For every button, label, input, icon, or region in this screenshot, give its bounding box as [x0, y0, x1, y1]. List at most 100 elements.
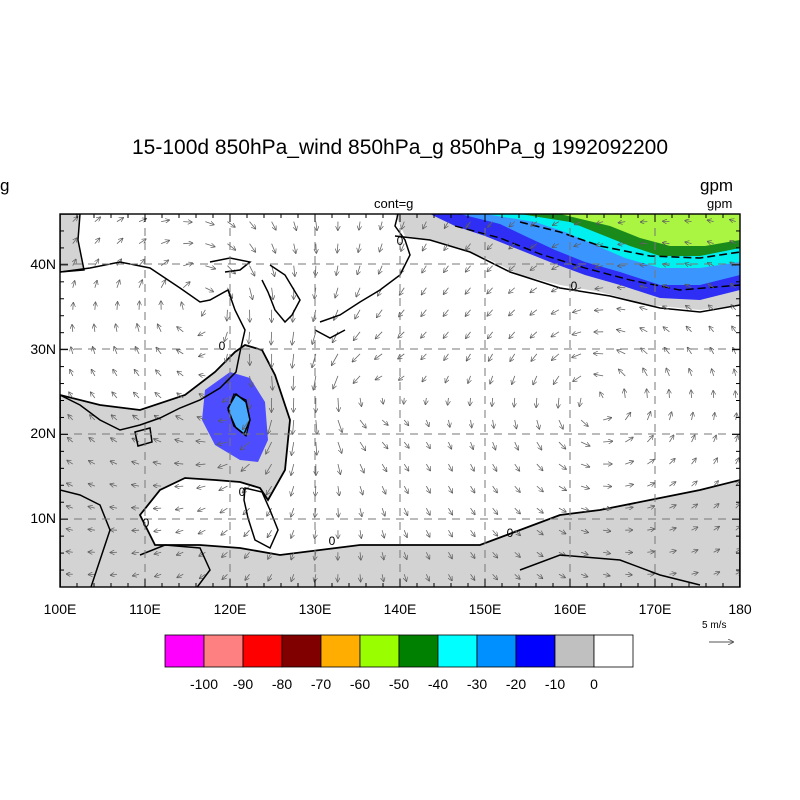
- wind-vector: [489, 353, 493, 361]
- wind-vector: [734, 369, 736, 377]
- wind-vector: [551, 331, 560, 337]
- wind-vector: [197, 417, 206, 420]
- wind-vector: [381, 419, 388, 425]
- wind-vector: [426, 530, 429, 537]
- wind-vector: [399, 375, 405, 380]
- wind-vector: [379, 243, 382, 252]
- wind-vector: [94, 238, 100, 244]
- wind-vector: [218, 463, 228, 468]
- wind-vector: [291, 463, 294, 475]
- wind-vector: [357, 265, 360, 275]
- wind-vector: [176, 530, 184, 532]
- wind-vector: [114, 347, 117, 355]
- wind-vector: [530, 331, 538, 338]
- wind-vector: [72, 238, 77, 244]
- wind-vector: [398, 331, 405, 338]
- colorbar-swatch: [398, 634, 439, 668]
- wind-vector: [470, 552, 475, 558]
- wind-vector: [618, 244, 626, 245]
- zero-contour-label: 0: [329, 534, 336, 548]
- wind-vector: [403, 485, 408, 493]
- wind-vector: [67, 483, 73, 486]
- wind-vector: [444, 265, 449, 272]
- wind-vector: [202, 309, 206, 316]
- wind-vector: [337, 419, 342, 432]
- wind-vector: [88, 506, 95, 508]
- wind-vector: [176, 508, 184, 510]
- wind-vector: [666, 368, 669, 377]
- wind-vector: [382, 552, 384, 559]
- wind-vector: [731, 284, 736, 288]
- wind-vector: [117, 302, 118, 310]
- wind-vector: [619, 222, 626, 223]
- wind-vector: [515, 419, 517, 428]
- wind-vector: [175, 440, 184, 442]
- zero-contour-label: 0: [507, 526, 514, 540]
- wind-vector: [110, 484, 118, 486]
- wind-vector: [492, 529, 498, 536]
- wind-vector: [205, 244, 214, 247]
- wind-vector: [227, 221, 234, 227]
- wind-vector: [132, 438, 140, 442]
- wind-vector: [156, 348, 162, 355]
- wind-vector: [89, 438, 96, 443]
- wind-vector: [139, 280, 142, 288]
- wind-vector: [448, 419, 449, 427]
- wind-vector: [531, 221, 538, 226]
- colorbar: [164, 634, 634, 668]
- wind-vector: [154, 439, 162, 442]
- negative-anomaly-northwest: [60, 214, 85, 273]
- wind-vector: [640, 265, 648, 266]
- wind-vector: [219, 420, 228, 421]
- wind-vector: [531, 265, 538, 270]
- colorbar-label: 0: [590, 676, 598, 692]
- wind-vector: [292, 331, 294, 345]
- wind-vector: [536, 485, 543, 491]
- wind-vector: [135, 347, 140, 355]
- wind-vector: [199, 530, 206, 533]
- wind-vector: [249, 265, 255, 276]
- wind-vector: [155, 393, 162, 399]
- wind-vector: [509, 309, 516, 316]
- wind-vector: [640, 328, 648, 333]
- wind-vector: [617, 309, 626, 310]
- wind-vector: [448, 574, 451, 580]
- wind-vector: [669, 459, 674, 465]
- coastline-asia-mainland: [60, 261, 246, 431]
- wind-vector: [471, 441, 474, 449]
- colorbar-label: -90: [232, 676, 254, 692]
- wind-vector: [669, 528, 675, 530]
- wind-vector: [536, 397, 537, 407]
- wind-vector: [338, 486, 339, 495]
- colorbar-label: -20: [505, 676, 527, 692]
- x-tick-label: 120E: [213, 601, 247, 617]
- wind-vector: [155, 416, 162, 421]
- wind-vector: [603, 441, 612, 442]
- wind-vector: [421, 353, 427, 360]
- wind-vector: [732, 326, 736, 333]
- zero-contour-northeast: [394, 235, 740, 313]
- wind-vector: [360, 397, 361, 406]
- wind-vector: [398, 353, 405, 359]
- wind-vector: [640, 286, 648, 288]
- colorbar-swatch: [554, 634, 595, 668]
- wind-vector: [404, 507, 407, 515]
- x-tick-label: 110E: [129, 601, 161, 617]
- wind-vector: [381, 463, 386, 471]
- wind-vector: [291, 486, 294, 496]
- wind-vector: [249, 287, 253, 300]
- wind-vector: [198, 508, 206, 511]
- wind-vector: [224, 331, 227, 341]
- wind-vector: [67, 551, 73, 552]
- coastline-korea: [261, 264, 301, 324]
- wind-vector: [445, 375, 448, 383]
- wind-vector: [686, 327, 692, 333]
- wind-vector: [647, 389, 648, 398]
- wind-vector: [487, 287, 493, 294]
- x-tick-label: 130E: [298, 601, 332, 617]
- wind-vector: [471, 419, 472, 427]
- wind-vector: [377, 309, 383, 318]
- wind-vector: [536, 529, 543, 534]
- wind-vector: [197, 486, 206, 488]
- wind-vector: [67, 460, 73, 464]
